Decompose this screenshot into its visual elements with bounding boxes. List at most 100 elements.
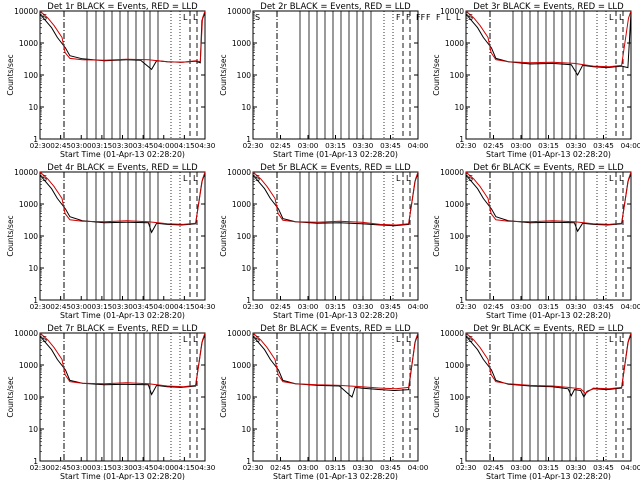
y-tick-label: 10 xyxy=(454,264,464,273)
flag-label: L xyxy=(183,174,188,183)
x-tick-label: 02:30 xyxy=(456,463,477,472)
x-tick-label: 03:30 xyxy=(353,141,374,150)
y-tick-label: 1 xyxy=(246,457,251,466)
y-tick-label: 10 xyxy=(28,103,38,112)
y-tick-label: 10 xyxy=(241,425,251,434)
lld-series-line xyxy=(39,10,206,63)
x-tick-label: 02:30 xyxy=(456,141,477,150)
flag-label: S xyxy=(468,174,473,183)
x-tick-label: 03:00 xyxy=(298,463,319,472)
x-tick-label: 02:30 xyxy=(243,302,264,311)
x-axis-label: Start Time (01-Apr-13 02:28:20) xyxy=(486,472,611,480)
y-tick-label: 100 xyxy=(24,393,39,402)
x-tick-label: 02:30 xyxy=(456,302,477,311)
x-axis-label: Start Time (01-Apr-13 02:28:20) xyxy=(273,311,398,320)
x-tick-label: 03:15 xyxy=(538,463,559,472)
y-axis-label: Counts/sec xyxy=(432,215,441,256)
x-tick-label: 03:00 xyxy=(71,141,92,150)
x-tick-label: 03:45 xyxy=(133,463,154,472)
y-axis-label: Counts/sec xyxy=(432,54,441,95)
y-axis-label: Counts/sec xyxy=(432,376,441,417)
y-tick-label: 10000 xyxy=(440,329,464,338)
panel-det-6: Det 6r BLACK = Events, RED = LLD 1 10 100 10… xyxy=(432,163,640,320)
x-tick-label: 03:15 xyxy=(92,141,113,150)
y-tick-label: 100 xyxy=(24,232,39,241)
y-tick-label: 1 xyxy=(33,135,38,144)
flag-label: S xyxy=(42,13,47,22)
x-tick-label: 04:00 xyxy=(408,141,429,150)
y-tick-label: 1 xyxy=(459,296,464,305)
flag-label: L xyxy=(609,174,614,183)
x-tick-label: 04:15 xyxy=(174,302,195,311)
x-tick-label: 02:45 xyxy=(50,302,71,311)
x-tick-label: 03:30 xyxy=(112,302,133,311)
x-axis-label: Start Time (01-Apr-13 02:28:20) xyxy=(486,311,611,320)
lld-series-line xyxy=(39,332,206,388)
x-tick-label: 03:30 xyxy=(353,302,374,311)
lld-series-line xyxy=(465,171,632,225)
y-axis-label: Counts/sec xyxy=(6,215,15,256)
y-tick-label: 100 xyxy=(450,71,465,80)
flag-label: S xyxy=(255,13,260,22)
flag-label: S xyxy=(255,174,260,183)
events-series-line xyxy=(252,173,419,227)
y-tick-label: 1 xyxy=(33,457,38,466)
x-tick-label: 03:45 xyxy=(593,302,614,311)
x-axis-label: Start Time (01-Apr-13 02:28:20) xyxy=(273,150,398,159)
panel-det-2: Det 2r BLACK = Events, RED = LLD11010010… xyxy=(219,2,461,159)
x-tick-label: 03:15 xyxy=(325,302,346,311)
panel-det-9: Det 9r BLACK = Events, RED = LLD 1 10 100 10… xyxy=(432,324,640,480)
x-tick-label: 02:45 xyxy=(483,141,504,150)
y-tick-label: 10000 xyxy=(227,7,251,16)
panel-title: Det 2r BLACK = Events, RED = LLD xyxy=(260,2,411,12)
y-tick-label: 1 xyxy=(459,457,464,466)
y-tick-label: 100 xyxy=(237,393,252,402)
x-tick-label: 03:00 xyxy=(71,302,92,311)
x-tick-label: 03:15 xyxy=(538,302,559,311)
y-tick-label: 1 xyxy=(246,135,251,144)
x-tick-label: 03:30 xyxy=(566,463,587,472)
flag-label: L xyxy=(609,335,614,344)
flag-label: L xyxy=(619,13,624,22)
lld-series-line xyxy=(252,171,419,226)
x-tick-label: 03:45 xyxy=(593,141,614,150)
y-tick-label: 1000 xyxy=(445,361,464,370)
y-tick-label: 10 xyxy=(454,425,464,434)
x-tick-label: 03:45 xyxy=(380,302,401,311)
flag-label: L xyxy=(446,13,451,22)
x-tick-label: 02:30 xyxy=(30,463,51,472)
flag-label: L xyxy=(406,335,411,344)
y-tick-label: 1 xyxy=(246,296,251,305)
x-tick-label: 03:30 xyxy=(112,463,133,472)
x-tick-label: 04:00 xyxy=(153,463,174,472)
x-axis-label: Start Time (01-Apr-13 02:28:20) xyxy=(486,150,611,159)
x-tick-label: 03:45 xyxy=(133,302,154,311)
panel-title: Det 1r BLACK = Events, RED = LLD xyxy=(47,2,198,12)
y-tick-label: 1000 xyxy=(19,39,38,48)
flag-label: F xyxy=(426,13,431,22)
y-tick-label: 10 xyxy=(28,425,38,434)
flag-label: L xyxy=(193,174,198,183)
flag-label: L xyxy=(193,13,198,22)
x-tick-label: 02:45 xyxy=(270,302,291,311)
flag-label: L xyxy=(396,174,401,183)
x-tick-label: 04:15 xyxy=(174,141,195,150)
x-tick-label: 03:30 xyxy=(566,141,587,150)
x-tick-label: 03:45 xyxy=(133,141,154,150)
x-tick-label: 04:00 xyxy=(408,463,429,472)
y-tick-label: 1000 xyxy=(19,361,38,370)
x-axis-label: Start Time (01-Apr-13 02:28:20) xyxy=(273,472,398,480)
flag-label: L xyxy=(193,335,198,344)
y-tick-label: 10 xyxy=(454,103,464,112)
x-tick-label: 03:30 xyxy=(112,141,133,150)
panel-title: Det 5r BLACK = Events, RED = LLD xyxy=(260,163,411,173)
y-tick-label: 1000 xyxy=(445,200,464,209)
x-tick-label: 03:30 xyxy=(353,463,374,472)
panel-title: Det 4r BLACK = Events, RED = LLD xyxy=(47,163,198,173)
x-tick-label: 03:15 xyxy=(92,302,113,311)
panel-title: Det 9r BLACK = Events, RED = LLD xyxy=(473,324,624,334)
flag-label: S xyxy=(468,335,473,344)
flag-label: L xyxy=(183,335,188,344)
x-tick-label: 03:00 xyxy=(298,302,319,311)
